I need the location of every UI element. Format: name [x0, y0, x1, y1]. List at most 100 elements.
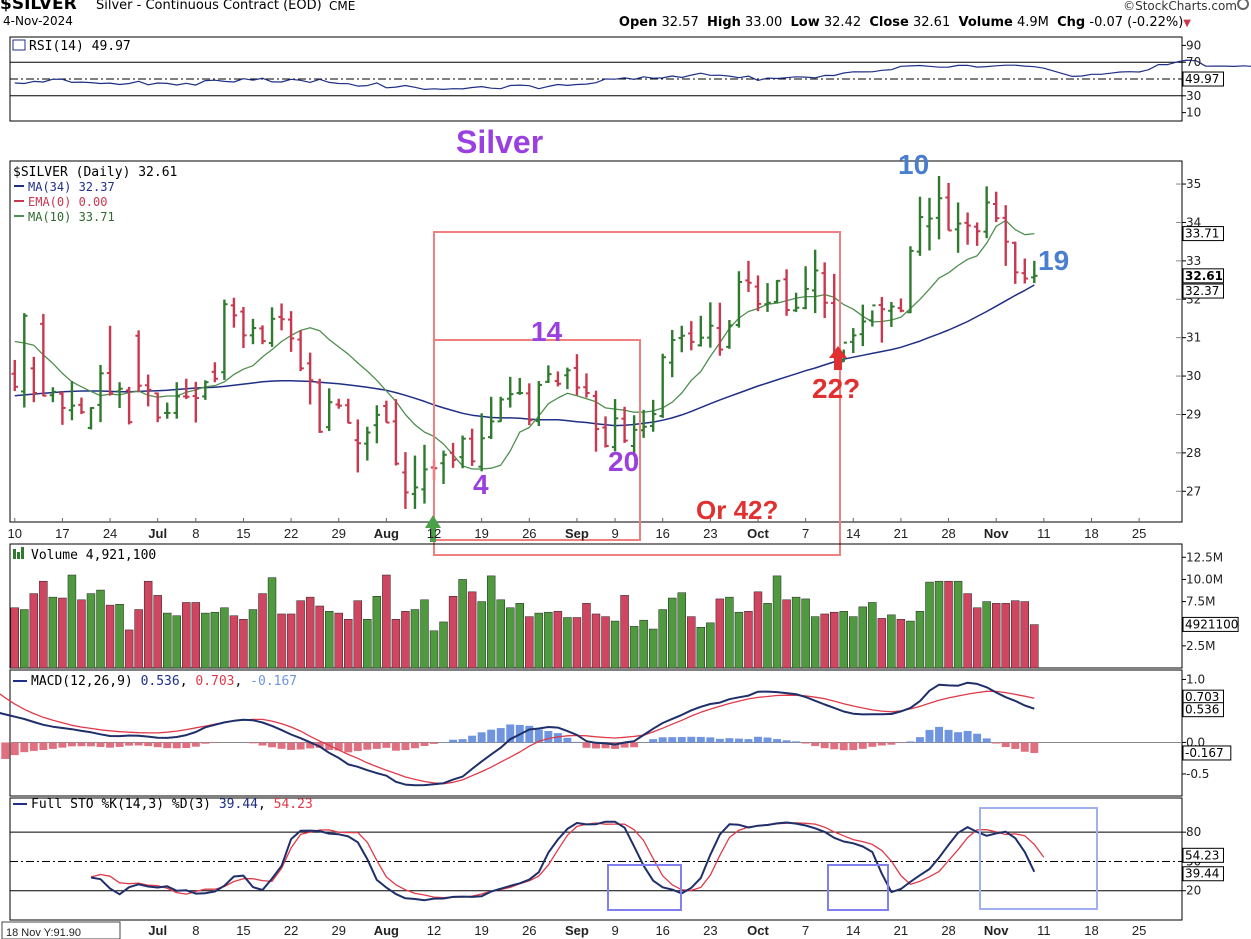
ma34-axis-value: 32.37: [1185, 284, 1219, 298]
ma10-axis-value-box: [1182, 226, 1224, 242]
volume-bar: [677, 592, 686, 669]
macd-histogram-bar: [477, 732, 486, 743]
open-label: Open: [618, 15, 658, 30]
volume-bar: [420, 599, 429, 669]
macd-histogram-bar: [792, 741, 801, 743]
volume-bar: [448, 596, 458, 669]
macd-histogram-bar: [982, 738, 991, 743]
volume-bar: [239, 619, 248, 669]
macd-histogram-bar: [811, 742, 820, 747]
volume-bar: [401, 611, 410, 669]
volume-bar: [382, 574, 391, 669]
date-axis-label: 22: [284, 526, 298, 541]
volume-axis-tick-label: 12.5M: [1186, 550, 1223, 564]
stochastic-k-value: 39.44: [1185, 867, 1219, 881]
macd-histogram-bar: [410, 742, 419, 749]
macd-axis-tick-label: -0.5: [1186, 767, 1209, 781]
stochastic-legend: Full STO %K(14,3) %D(3) 39.44, 54.23: [31, 797, 313, 812]
date-axis-label: 19: [474, 526, 488, 541]
macd-histogram-bar: [287, 742, 296, 750]
date-axis-label: Nov: [984, 526, 1009, 541]
date-axis-label: 10: [8, 526, 22, 541]
macd-histogram-bar: [973, 733, 982, 743]
volume-bar: [715, 598, 725, 669]
date-axis-label: 8: [192, 526, 199, 541]
volume-bar: [506, 607, 515, 669]
volume-bar: [77, 599, 86, 669]
macd-histogram-bar: [1001, 742, 1010, 748]
bottom-date-axis-label: 22: [284, 923, 298, 938]
macd-legend-part: MACD(12,26,9): [31, 674, 141, 689]
volume-bar: [20, 609, 29, 669]
macd-legend-part: ,: [235, 674, 251, 689]
volume-bar: [753, 591, 763, 669]
macd-histogram-bar: [592, 742, 600, 749]
rsi-axis-tick-label: 30: [1186, 89, 1201, 103]
volume-bar: [153, 595, 162, 669]
bottom-date-axis-label: Jul: [148, 923, 167, 938]
macd-histogram-bar: [48, 742, 57, 749]
cursor-readout-box: [1, 921, 121, 939]
cursor-readout: 18 Nov Y:91.90: [6, 927, 81, 939]
volume-bar: [906, 620, 915, 669]
macd-histogram-bar: [506, 724, 515, 743]
macd-histogram-bar: [29, 742, 38, 751]
macd-histogram-bar: [773, 739, 782, 743]
date-axis-label: 9: [611, 526, 618, 541]
close-label: Close: [869, 15, 909, 30]
red-up-arrow: [829, 346, 847, 370]
date-axis-label: 12: [427, 526, 441, 541]
date-axis-label: 15: [236, 526, 250, 541]
stochastic-d-value-box: [1182, 847, 1224, 863]
date-axis-label: 7: [802, 526, 809, 541]
macd-histogram-bar: [658, 737, 667, 743]
volume-bar: [963, 593, 972, 669]
stochastic-d-value: 54.23: [1185, 848, 1219, 862]
volume-bar: [820, 613, 829, 669]
macd-histogram-value-box: [1182, 745, 1232, 761]
symbol-title: $SILVER: [0, 0, 77, 14]
bottom-date-axis-label: 12: [427, 923, 441, 938]
volume-bar: [772, 575, 782, 669]
macd-histogram-bar: [496, 728, 505, 743]
volume-bar: [1020, 601, 1029, 669]
volume-bar: [944, 580, 953, 669]
volume-bar: [410, 609, 420, 669]
bottom-date-axis-label: Aug: [374, 923, 399, 938]
price-axis-tick-label: 30: [1186, 369, 1201, 383]
macd-histogram-bar: [391, 742, 400, 751]
macd-histogram-bar: [887, 742, 896, 745]
volume-axis-tick-label: 7.5M: [1186, 595, 1215, 609]
down-arrow-icon: ▼: [1183, 18, 1191, 29]
cycle-label-42: Or 42?: [696, 495, 778, 525]
volume-legend-icon-bar: [21, 547, 24, 559]
bottom-date-axis-label: 8: [192, 923, 199, 938]
macd-histogram-bar: [115, 742, 124, 747]
volume-bar: [1001, 603, 1010, 669]
macd-histogram-bar: [487, 729, 496, 743]
volume-bar: [610, 620, 620, 669]
bottom-date-axis-label: 18: [1084, 923, 1098, 938]
rsi-legend-icon: [12, 39, 26, 51]
settings-gear-icon[interactable]: [1237, 0, 1249, 10]
macd-histogram-bar: [201, 742, 210, 744]
ema0-legend: EMA(0) 0.00: [28, 195, 107, 209]
bottom-date-axis-label: 26: [522, 923, 536, 938]
bottom-date-axis-label: 23: [703, 923, 717, 938]
volume-bar: [629, 626, 639, 669]
cycle-label-10: 10: [898, 149, 929, 180]
volume-bar: [201, 612, 210, 669]
macd-histogram-bar: [249, 742, 257, 744]
macd-histogram-bar: [649, 739, 658, 743]
volume-bar: [991, 603, 1001, 669]
volume-bar: [496, 599, 505, 669]
macd-histogram-bar: [744, 739, 753, 743]
macd-histogram-bar: [820, 742, 829, 749]
stochastic-k-value-box: [1182, 866, 1224, 882]
volume-bar: [277, 613, 286, 669]
volume-bar: [658, 609, 667, 669]
bottom-date-axis-label: 11: [1037, 923, 1051, 938]
price-axis-tick-label: 34: [1186, 215, 1201, 229]
volume-bar: [829, 611, 839, 669]
change-label: Chg: [1057, 15, 1086, 30]
